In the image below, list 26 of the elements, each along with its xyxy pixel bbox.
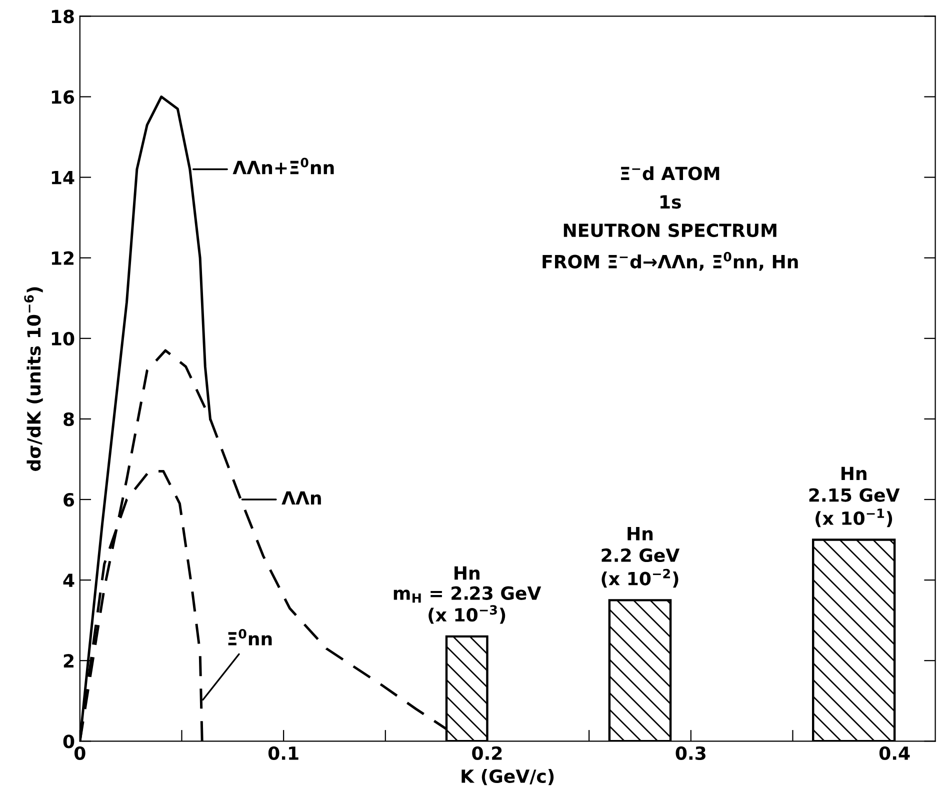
x-tick-label: 0.1 <box>268 746 298 760</box>
y-tick-label: 18 <box>52 10 74 24</box>
x-tick-label: 0.4 <box>879 746 910 760</box>
y-tick-label: 8 <box>64 412 74 426</box>
annotation: ΛΛn+Ξ$^{0}$nn <box>232 158 334 174</box>
y-tick-label: 4 <box>63 574 74 587</box>
x-tick-label: 0.2 <box>472 746 502 760</box>
annotation: Hn 2.15 GeV (x 10$^{−1}$) <box>809 466 900 528</box>
annotation: Hn 2.2 GeV (x 10$^{−2}$) <box>602 527 680 588</box>
annotation: ΛΛn <box>282 491 321 504</box>
annotation: Ξ$^{0}$nn <box>228 629 272 646</box>
x-tick-label: 0.3 <box>676 746 706 760</box>
y-tick-label: 14 <box>52 170 74 184</box>
annotation: Hn <box>454 566 480 580</box>
y-tick-label: 12 <box>52 251 74 265</box>
x-tick-label: 0 <box>74 746 86 760</box>
annotation: m$_{H}$ = 2.23 GeV <box>394 586 542 603</box>
y-tick-label: 2 <box>64 654 74 668</box>
y-tick-label: 6 <box>64 492 74 507</box>
x-axis-title: K (GeV/c) <box>462 769 554 786</box>
y-tick-label: 0 <box>63 734 74 748</box>
text: Ξ$^{−}$d ATOM 1s NEUTRON SPECTRUM FROM Ξ$^{−}$d→ΛΛn, Ξ$^{0}$nn, Hn <box>542 166 798 271</box>
y-tick-label: 16 <box>52 90 74 104</box>
annotation: (x 10$^{−3}$) <box>428 605 506 624</box>
y-tick-label: 10 <box>52 332 74 346</box>
y-axis-title: dσ/dK (units 10$^{−6}$) <box>24 287 43 471</box>
